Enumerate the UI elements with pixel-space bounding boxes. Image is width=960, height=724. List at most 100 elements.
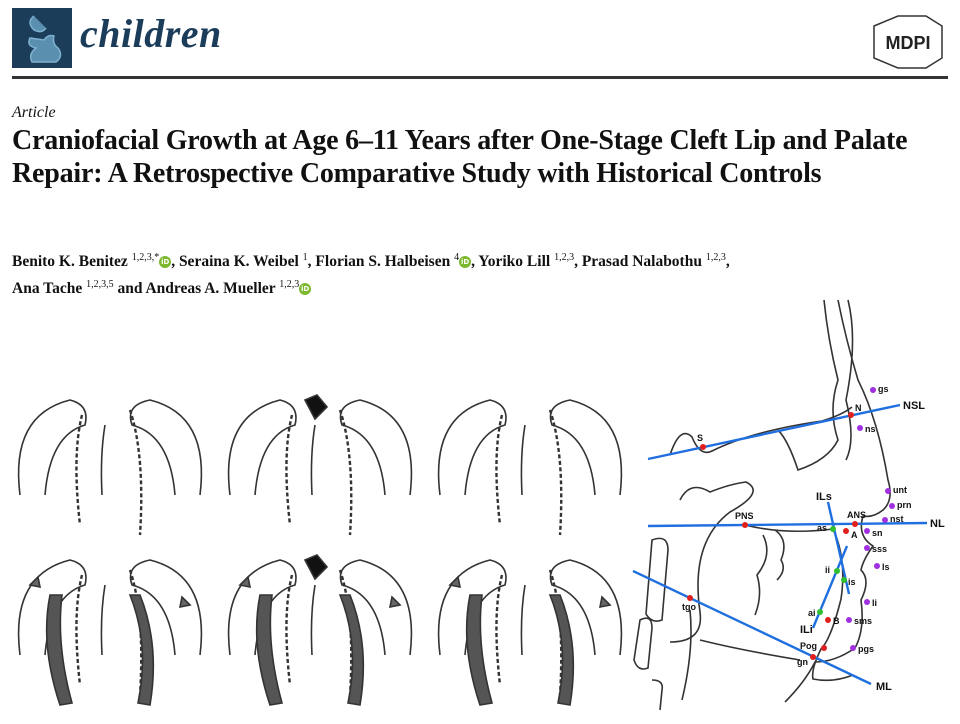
nl-line xyxy=(647,521,928,528)
author-name: Florian S. Halbeisen xyxy=(315,253,451,271)
mdpi-logo-text: MDPI xyxy=(886,33,931,53)
landmark-label-prn: prn xyxy=(897,500,912,510)
cleft-diagrams xyxy=(17,394,623,706)
landmark-point-ai xyxy=(817,609,823,615)
journal-logo xyxy=(12,8,72,68)
landmark-point-sms xyxy=(846,617,852,623)
landmark-point-ii xyxy=(834,568,840,574)
landmark-point-tgo xyxy=(687,595,693,601)
landmark-label-ls: ls xyxy=(882,562,890,572)
author-separator: , xyxy=(307,253,316,271)
landmark-point-PNS xyxy=(742,522,748,528)
author-affiliations: 1,2,3 xyxy=(554,252,575,263)
landmark-point-sn xyxy=(864,528,870,534)
author-affiliations: 1 xyxy=(302,252,308,263)
landmark-label-N: N xyxy=(855,403,862,413)
children-logo-icon xyxy=(28,15,62,63)
landmark-label-is: is xyxy=(848,577,856,587)
author-separator: , xyxy=(471,253,479,271)
landmark-point-pgs xyxy=(850,645,856,651)
author-separator: , xyxy=(171,253,179,271)
cleft-diagram-panel xyxy=(17,399,203,536)
author[interactable]: Andreas A. Mueller 1,2,3 iD xyxy=(145,279,312,298)
author-name: Ana Tache xyxy=(12,280,83,298)
author[interactable]: Prasad Nalabothu 1,2,3 xyxy=(581,252,726,271)
landmark-label-Pog: Pog xyxy=(800,641,817,651)
author-name: Andreas A. Mueller xyxy=(145,280,276,298)
cleft-diagram-panel xyxy=(17,559,203,706)
label-ils: ILs xyxy=(816,491,832,503)
author[interactable]: Ana Tache 1,2,3,5 xyxy=(12,279,114,298)
author-name: Benito K. Benitez xyxy=(12,253,128,271)
cephalogram-outline xyxy=(633,299,891,711)
landmark-point-prn xyxy=(889,503,895,509)
author-name: Seraina K. Weibel xyxy=(178,253,299,271)
article-title: Craniofacial Growth at Age 6–11 Years af… xyxy=(12,125,908,189)
landmark-point-ns xyxy=(857,425,863,431)
landmark-point-as xyxy=(830,526,836,532)
cleft-diagram-panel xyxy=(437,399,623,536)
landmark-point-sss xyxy=(864,545,870,551)
journal-name: children xyxy=(80,11,222,56)
landmark-point-ls xyxy=(874,563,880,569)
author[interactable]: Benito K. Benitez 1,2,3,* iD xyxy=(12,252,172,271)
landmark-point-Pog xyxy=(821,645,827,651)
reference-lines xyxy=(632,403,928,686)
label-nl: NL xyxy=(930,518,945,530)
ml-line xyxy=(632,569,872,686)
landmark-point-B xyxy=(825,617,831,623)
landmark-label-ANS: ANS xyxy=(847,510,866,520)
landmark-point-ANS xyxy=(852,521,858,527)
line-labels: NSL NL ML ILs ILi xyxy=(800,400,945,693)
orcid-icon[interactable]: iD xyxy=(459,256,472,269)
author-name: Prasad Nalabothu xyxy=(581,253,702,271)
author[interactable]: Florian S. Halbeisen 4 iD xyxy=(315,252,472,271)
landmark-label-PNS: PNS xyxy=(735,511,754,521)
landmark-point-li xyxy=(864,599,870,605)
author[interactable]: Seraina K. Weibel 1 xyxy=(178,252,308,271)
cleft-diagram-panel xyxy=(437,559,623,706)
landmark-label-ii: ii xyxy=(825,565,830,575)
landmark-point-is xyxy=(841,577,847,583)
author-affiliations: 1,2,3 xyxy=(279,279,300,291)
author-affiliations: 1,2,3,* xyxy=(131,252,160,263)
landmark-label-sms: sms xyxy=(854,616,872,626)
author-affiliations: 1,2,3 xyxy=(705,252,726,263)
landmark-point-nst xyxy=(882,517,888,523)
landmark-label-gn: gn xyxy=(797,657,808,667)
landmark-label-tgo: tgo xyxy=(682,602,696,612)
orcid-icon[interactable]: iD xyxy=(299,283,312,296)
author[interactable]: Yoriko Lill 1,2,3 xyxy=(478,252,575,271)
author-affiliations: 1,2,3,5 xyxy=(86,279,114,291)
mdpi-logo: MDPI xyxy=(868,14,948,70)
landmark-label-pgs: pgs xyxy=(858,644,874,654)
landmark-point-unt xyxy=(885,488,891,494)
author-affiliations: 4 xyxy=(454,252,460,263)
landmark-label-sss: sss xyxy=(872,544,887,554)
label-nsl: NSL xyxy=(903,400,925,412)
landmark-point-S xyxy=(700,444,706,450)
landmark-label-nst: nst xyxy=(890,514,904,524)
landmark-point-N xyxy=(848,412,854,418)
cleft-diagram-panel xyxy=(227,554,413,706)
cleft-diagram-panel xyxy=(227,394,413,536)
landmark-label-S: S xyxy=(697,433,703,443)
landmark-point-gn xyxy=(810,654,816,660)
landmark-label-sn: sn xyxy=(872,528,883,538)
landmark-label-B: B xyxy=(833,616,840,626)
article-type: Article xyxy=(12,104,56,121)
nsl-line xyxy=(647,403,901,461)
author-separator: , xyxy=(725,253,730,271)
landmark-label-as: as xyxy=(817,523,827,533)
landmark-label-gs: gs xyxy=(878,384,889,394)
header-rule xyxy=(12,76,948,79)
author-name: Yoriko Lill xyxy=(478,253,551,271)
label-ili: ILi xyxy=(800,624,813,636)
landmark-label-li: li xyxy=(872,598,877,608)
orcid-icon[interactable]: iD xyxy=(159,256,172,269)
landmark-label-A: A xyxy=(851,530,858,540)
landmark-label-ai: ai xyxy=(808,608,816,618)
landmark-label-unt: unt xyxy=(893,485,907,495)
